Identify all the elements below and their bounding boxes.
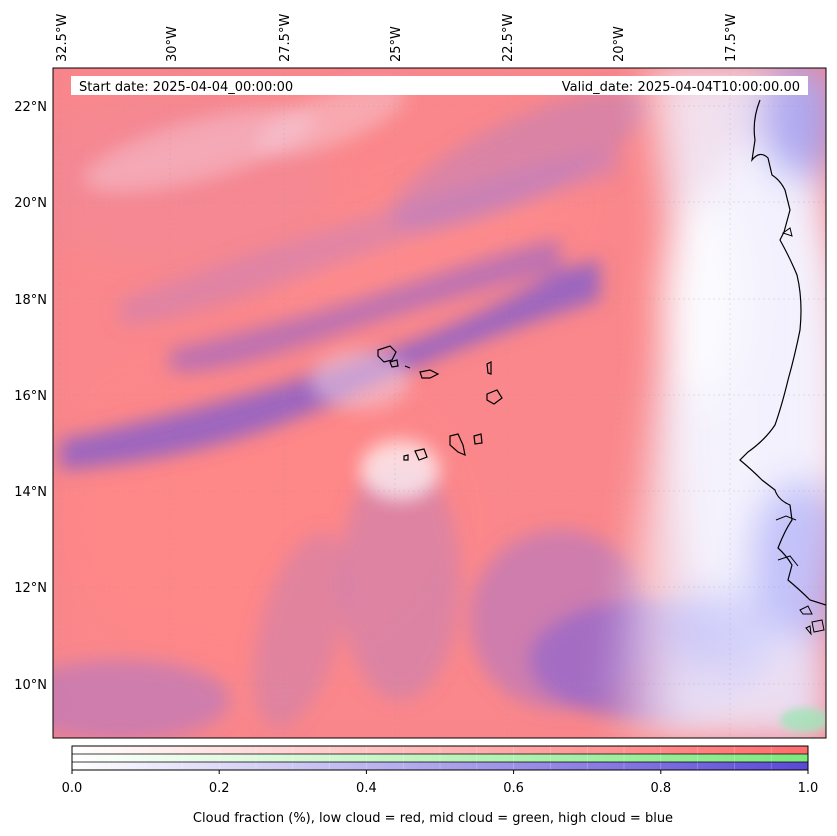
latitude-labels: 22°N 20°N 18°N 16°N 14°N 12°N 10°N	[14, 100, 47, 693]
lat-label: 14°N	[14, 485, 47, 500]
lon-label: 27.5°W	[278, 14, 293, 62]
longitude-labels: 32.5°W 30°W 27.5°W 25°W 22.5°W 20°W 17.5…	[55, 14, 739, 62]
lon-label: 32.5°W	[55, 14, 70, 62]
lat-label: 18°N	[14, 293, 47, 308]
africa-coastline	[739, 99, 826, 606]
lon-label: 17.5°W	[724, 14, 739, 62]
cape-verde-islands	[377, 345, 503, 461]
colorbar-label: Cloud fraction (%), low cloud = red, mid…	[193, 811, 673, 826]
lat-label: 16°N	[14, 389, 47, 404]
lat-label: 22°N	[14, 100, 47, 115]
colorbar-tick: 0.2	[209, 781, 230, 796]
valid-date-label: Valid_date: 2025-04-04T10:00:00.00	[562, 80, 800, 95]
bissagos-islands	[799, 605, 825, 636]
lon-label: 25°W	[389, 26, 404, 62]
lon-label: 20°W	[612, 26, 627, 62]
lon-label: 30°W	[165, 26, 180, 62]
colorbar-tick: 0.8	[650, 781, 671, 796]
start-date-label: Start date: 2025-04-04_00:00:00	[79, 80, 293, 95]
graticule	[53, 68, 826, 738]
gambia-coast	[775, 515, 799, 567]
colorbar-tick: 0.0	[62, 781, 83, 796]
colorbar-tick: 0.4	[356, 781, 377, 796]
lon-label: 22.5°W	[501, 14, 516, 62]
colorbar-tick: 1.0	[798, 781, 819, 796]
lat-label: 20°N	[14, 196, 47, 211]
colorbar: 0.0 0.2 0.4 0.6 0.8 1.0 Cloud fraction (…	[62, 745, 819, 826]
lat-label: 12°N	[14, 581, 47, 596]
africa-coastline-2	[781, 227, 793, 237]
colorbar-tick: 0.6	[503, 781, 524, 796]
info-band	[71, 76, 808, 95]
map-frame	[52, 67, 827, 739]
lat-label: 10°N	[14, 678, 47, 693]
cloud-field	[53, 68, 826, 738]
